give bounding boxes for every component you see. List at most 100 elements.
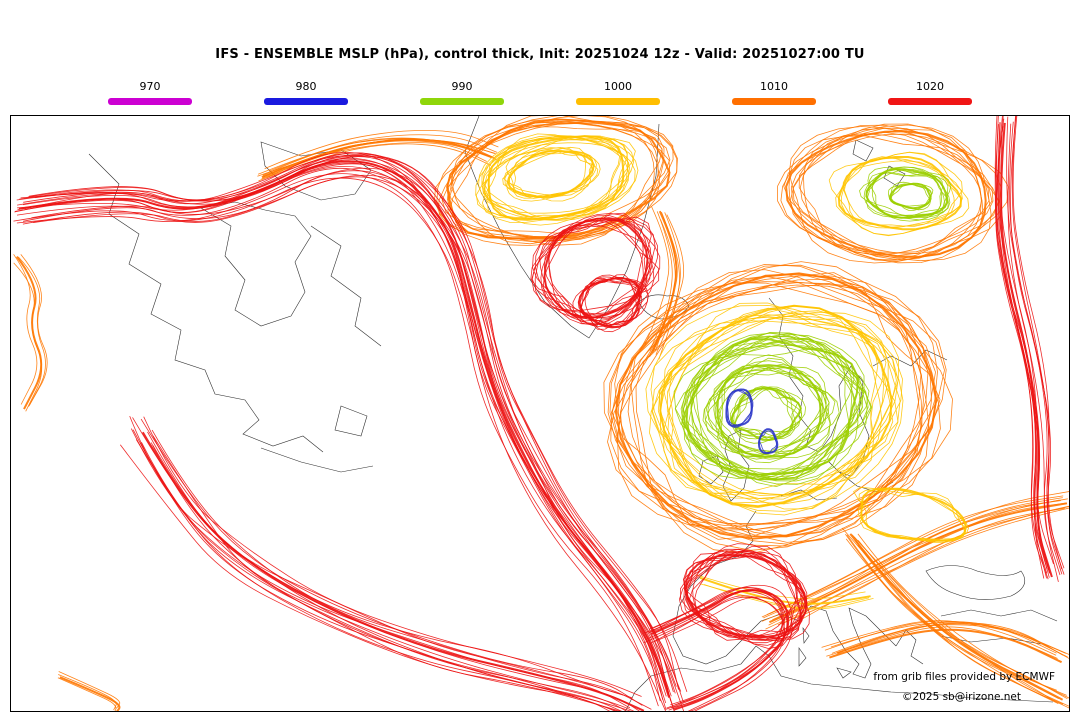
legend-label: 1010 <box>760 80 788 93</box>
ensemble-contour-1020 <box>29 154 682 692</box>
ensemble-contour-1010 <box>18 256 46 407</box>
ensemble-contour-1010 <box>777 124 992 262</box>
ensemble-contour-990 <box>887 182 934 211</box>
ensemble-contour-1020 <box>685 550 801 638</box>
coastline-black-sea <box>925 565 1026 600</box>
ensemble-contour-1000 <box>512 151 593 199</box>
ensemble-contour-1010 <box>772 498 1068 621</box>
ensemble-contour-990 <box>716 364 822 458</box>
legend-item: 1000 <box>576 80 660 105</box>
ensemble-contour-1020 <box>143 416 642 697</box>
ensemble-contour-1010 <box>857 540 1069 707</box>
ensemble-contour-1020 <box>34 155 688 693</box>
ensemble-contour-1010 <box>635 282 938 531</box>
ensemble-contour-1000 <box>842 160 955 228</box>
ensemble-contour-990 <box>715 367 823 455</box>
ensemble-contour-1020 <box>577 274 649 333</box>
ensemble-contour-1020 <box>130 428 631 709</box>
ensemble-contour-1010 <box>830 621 1064 656</box>
ensemble-contour-1010 <box>58 674 117 711</box>
ensemble-contour-1020 <box>139 442 627 711</box>
ensemble-contour-1020 <box>689 551 803 641</box>
ensemble-contour-1020 <box>147 431 640 711</box>
ensemble-contour-1020 <box>685 555 797 639</box>
ensemble-contour-1010 <box>768 502 1067 626</box>
ensemble-contour-1020 <box>532 218 656 326</box>
ensemble-contour-990 <box>866 166 952 221</box>
ensemble-contour-1020 <box>141 442 622 711</box>
ensemble-contour-1010 <box>821 620 1057 656</box>
ensemble-contour-990 <box>730 387 803 440</box>
ensemble-contour-1010 <box>649 211 673 351</box>
ensemble-contour-1010 <box>651 212 681 354</box>
ensemble-contour-980 <box>759 430 777 454</box>
ensemble-contour-1010 <box>59 676 121 711</box>
ensemble-contour-1000 <box>695 574 866 600</box>
ensemble-contour-980 <box>726 390 752 426</box>
ensemble-contour-1020 <box>679 548 805 646</box>
coastline-ungava <box>310 225 382 347</box>
ensemble-contour-990 <box>704 364 831 458</box>
ensemble-contour-1010 <box>607 275 938 547</box>
legend-swatch <box>264 98 348 105</box>
ensemble-contour-1010 <box>857 533 1067 696</box>
ensemble-contour-1010 <box>777 506 1069 626</box>
ensemble-contour-1010 <box>780 507 1069 632</box>
ensemble-contour-1020 <box>653 584 793 705</box>
ensemble-contour-1020 <box>16 160 667 697</box>
ensemble-contour-980 <box>758 428 779 455</box>
ensemble-contour-1010 <box>57 677 117 711</box>
ensemble-contour-1000 <box>853 486 966 543</box>
ensemble-contour-990 <box>714 365 824 457</box>
ensemble-contour-1020 <box>683 552 802 642</box>
ensemble-contour-1010 <box>627 284 923 531</box>
copyright-text: ©2025 sb@irizone.net <box>902 691 1021 703</box>
ensemble-contour-1000 <box>663 313 889 499</box>
page-title: IFS - ENSEMBLE MSLP (hPa), control thick… <box>215 47 865 62</box>
ensemble-contour-1020 <box>23 155 676 694</box>
ensemble-contour-1000 <box>505 146 599 202</box>
ensemble-contour-1010 <box>854 539 1064 705</box>
ensemble-contour-1020 <box>684 548 808 644</box>
ensemble-contour-1000 <box>659 314 897 505</box>
legend-item: 970 <box>108 80 192 105</box>
ensemble-contour-1010 <box>614 281 947 551</box>
ensemble-contour-1020 <box>692 550 808 637</box>
ensemble-contour-990 <box>865 169 945 218</box>
coastline-hudson-bay <box>200 201 312 327</box>
ensemble-contour-990 <box>713 369 825 453</box>
ensemble-contour-1010 <box>836 623 1069 659</box>
ensemble-contour-990 <box>674 336 872 480</box>
ensemble-contour-1010 <box>841 527 1057 691</box>
ensemble-contour-1020 <box>18 160 671 698</box>
ensemble-contour-1000 <box>651 316 901 496</box>
ensemble-contour-1020 <box>998 116 1050 573</box>
legend-item: 1020 <box>888 80 972 105</box>
ensemble-contour-1010 <box>658 217 680 360</box>
ensemble-contour-990 <box>682 335 863 480</box>
ensemble-contour-1000 <box>860 487 969 540</box>
ensemble-contour-1020 <box>648 587 785 706</box>
ensemble-contour-990 <box>690 344 861 481</box>
ensemble-contour-990 <box>690 340 850 470</box>
ensemble-contour-1020 <box>129 415 624 696</box>
legend-label: 1020 <box>916 80 944 93</box>
ensemble-contour-1000 <box>486 135 629 223</box>
ensemble-contour-1020 <box>1011 116 1063 570</box>
legend-swatch <box>576 98 660 105</box>
ensemble-contour-1000 <box>650 304 904 512</box>
ensemble-contour-1010 <box>763 497 1063 619</box>
ensemble-contour-1000 <box>835 151 963 237</box>
ensemble-contour-980 <box>725 388 753 428</box>
ensemble-contour-990 <box>681 332 859 482</box>
ensemble-contour-1020 <box>132 417 633 699</box>
ensemble-contour-990 <box>729 386 796 440</box>
ensemble-contour-1020 <box>649 587 784 709</box>
map-frame: from grib files provided by ECMWF ©2025 … <box>10 115 1070 712</box>
coastline-corsica-sardinia <box>798 627 810 667</box>
ensemble-contour-1000 <box>858 488 967 541</box>
ensemble-contour-1020 <box>531 212 655 319</box>
ensemble-contour-1010 <box>13 254 38 405</box>
ensemble-contour-1010 <box>58 671 121 709</box>
ensemble-contour-990 <box>687 332 868 480</box>
